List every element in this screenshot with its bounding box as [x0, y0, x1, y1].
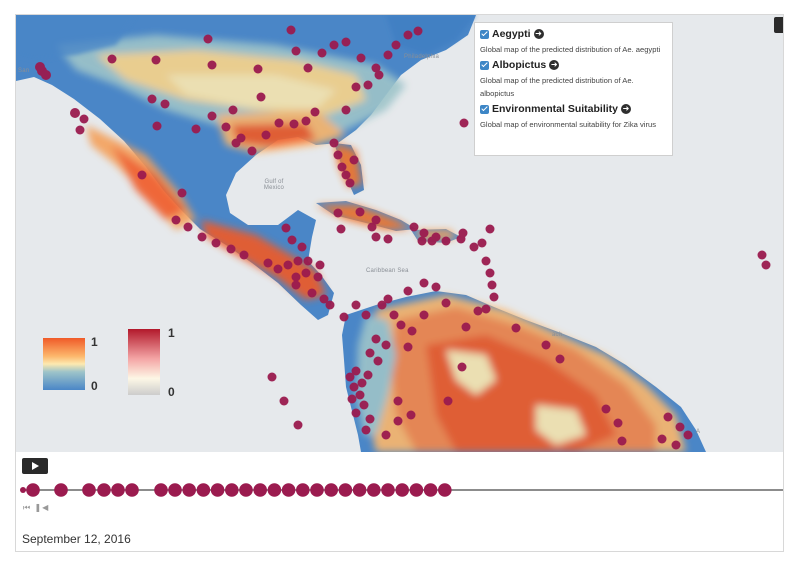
suitability-legend: [128, 329, 160, 395]
step-controls[interactable]: ⏮ ❚◀: [23, 503, 49, 513]
layer-albopictus-label[interactable]: Albopictus: [492, 59, 547, 71]
legend-min-label: 0: [168, 385, 175, 399]
timeline-step[interactable]: [324, 483, 339, 497]
timeline-step[interactable]: [196, 483, 211, 497]
mosquito-legend: [43, 338, 85, 390]
timeline-step[interactable]: [381, 483, 395, 497]
layer-albopictus-row[interactable]: Albopictus ➜: [480, 58, 667, 72]
timeline-step[interactable]: [26, 483, 40, 497]
timeline-step[interactable]: [182, 483, 196, 497]
map-viewer: San Philadelphia Gulf of Mexico Caribbea…: [15, 14, 784, 552]
place-label: Caribbean Sea: [366, 268, 409, 274]
timeline-step[interactable]: [423, 483, 438, 497]
layer-suitability-label[interactable]: Environmental Suitability: [492, 103, 619, 115]
timeline-step[interactable]: [154, 483, 168, 497]
arrow-right-circle-icon[interactable]: ➜: [621, 104, 632, 114]
place-label: A: [696, 429, 701, 435]
layer-suitability-row[interactable]: Environmental Suitability ➜: [480, 102, 667, 116]
timeline-start-tick: [20, 487, 26, 493]
timeline-step[interactable]: [367, 483, 381, 497]
timeline-step[interactable]: [310, 483, 324, 497]
timeline-step[interactable]: [97, 483, 111, 497]
play-button[interactable]: [22, 458, 48, 474]
timeline-step[interactable]: [409, 483, 424, 497]
timeline-step[interactable]: [168, 483, 182, 497]
map-area[interactable]: San Philadelphia Gulf of Mexico Caribbea…: [16, 15, 783, 452]
step-back-icon[interactable]: ❚◀: [34, 503, 50, 512]
legend-min-label: 0: [91, 379, 98, 393]
timeline-step[interactable]: [82, 483, 96, 497]
timeline-step[interactable]: [125, 483, 139, 497]
timeline-step[interactable]: [111, 483, 125, 497]
layers-toggle-button[interactable]: [774, 17, 783, 33]
arrow-right-circle-icon[interactable]: ➜: [549, 60, 560, 70]
layer-aegypti-row[interactable]: Aegypti ➜: [480, 27, 667, 41]
current-date: September 12, 2016: [22, 532, 131, 546]
layer-suitability-description: Global map of environmental suitability …: [480, 120, 656, 129]
layer-albopictus-checkbox[interactable]: [480, 60, 489, 70]
layer-suitability-checkbox[interactable]: [480, 104, 489, 114]
layer-aegypti-description: Global map of the predicted distribution…: [480, 45, 661, 54]
layer-aegypti-label[interactable]: Aegypti: [492, 28, 531, 40]
timeline-step[interactable]: [296, 483, 310, 497]
skip-to-start-icon[interactable]: ⏮: [23, 503, 32, 512]
place-label: Gulf of Mexico: [263, 179, 285, 191]
place-label: San: [18, 68, 30, 74]
timeline-step[interactable]: [253, 483, 267, 497]
timeline-step[interactable]: [395, 483, 410, 497]
timeline-step[interactable]: [210, 483, 225, 497]
legend-max-label: 1: [91, 335, 98, 349]
arrow-right-circle-icon[interactable]: ➜: [533, 29, 544, 39]
timeline-step[interactable]: [338, 483, 353, 497]
timeline-step[interactable]: [352, 483, 367, 497]
timeline-step[interactable]: [267, 483, 282, 497]
timeline-track[interactable]: [16, 478, 783, 502]
timeline-step[interactable]: [438, 483, 452, 497]
timeline-step[interactable]: [281, 483, 296, 497]
place-label: Philadelphia: [404, 54, 440, 60]
outbreak-markers: [35, 25, 771, 450]
layer-aegypti-checkbox[interactable]: [480, 29, 489, 39]
place-label: ach: [552, 332, 563, 338]
layers-panel: Aegypti ➜ Global map of the predicted di…: [474, 22, 673, 156]
timeline-step[interactable]: [225, 483, 239, 497]
timeline-controls: ⏮ ❚◀ September 12, 2016: [16, 452, 783, 551]
timeline-step[interactable]: [54, 483, 68, 497]
legend-max-label: 1: [168, 326, 175, 340]
layer-albopictus-description: Global map of the predicted distribution…: [480, 76, 634, 98]
timeline-step[interactable]: [239, 483, 253, 497]
